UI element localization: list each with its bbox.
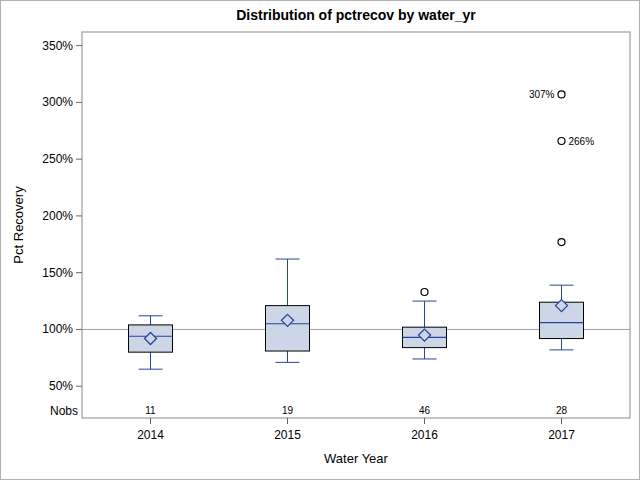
outlier <box>558 239 565 246</box>
y-tick <box>76 215 82 216</box>
outlier-label: 307% <box>529 89 555 100</box>
y-tick <box>76 329 82 330</box>
median <box>540 322 584 323</box>
plot-frame <box>82 32 630 418</box>
nobs-value: 28 <box>556 405 568 416</box>
whisker-low-cap <box>550 349 574 350</box>
whisker-high-cap <box>550 285 574 286</box>
nobs-value: 46 <box>419 405 431 416</box>
y-tick <box>76 272 82 273</box>
y-tick-label: 100% <box>42 322 73 336</box>
x-tick-label: 2015 <box>274 428 301 442</box>
box <box>129 325 173 352</box>
whisker-high-cap <box>413 301 437 302</box>
whisker-low <box>287 351 288 362</box>
whisker-low <box>561 339 562 350</box>
outlier-label: 266% <box>569 136 595 147</box>
background <box>1 1 640 480</box>
y-tick-label: 350% <box>42 39 73 53</box>
outlier <box>421 288 428 295</box>
whisker-high-cap <box>276 259 300 260</box>
y-tick <box>76 102 82 103</box>
whisker-high-cap <box>139 315 163 316</box>
y-tick <box>76 386 82 387</box>
y-label: Pct Recovery <box>11 186 26 264</box>
y-tick <box>76 159 82 160</box>
whisker-low-cap <box>413 358 437 359</box>
x-label: Water Year <box>324 451 389 466</box>
y-tick-label: 200% <box>42 209 73 223</box>
x-tick <box>287 418 288 424</box>
y-tick-label: 50% <box>49 379 73 393</box>
mean <box>282 314 294 326</box>
whisker-high <box>287 259 288 306</box>
outlier <box>558 137 565 144</box>
marks <box>82 91 630 369</box>
mean <box>145 333 157 345</box>
box <box>266 306 310 351</box>
y-tick-label: 300% <box>42 95 73 109</box>
mean <box>419 329 431 341</box>
x-tick-label: 2016 <box>411 428 438 442</box>
outlier-labels: 266% 307% <box>529 89 594 147</box>
x-tick <box>561 418 562 424</box>
outlier <box>558 91 565 98</box>
nobs-label: Nobs <box>50 404 78 418</box>
nobs-value: 19 <box>282 405 294 416</box>
x-tick-label: 2017 <box>548 428 575 442</box>
whisker-high <box>150 316 151 325</box>
x-tick <box>150 418 151 424</box>
whisker-low <box>424 348 425 359</box>
nobs-value: 11 <box>145 405 156 416</box>
y-tick <box>76 45 82 46</box>
mean <box>556 300 568 312</box>
y-tick-label: 250% <box>42 152 73 166</box>
whisker-high <box>424 301 425 327</box>
x-tick-label: 2014 <box>137 428 164 442</box>
whisker-low <box>150 352 151 369</box>
y-tick-label: 150% <box>42 266 73 280</box>
chart: Distribution of pctrecov by water_yr Wate… <box>0 0 640 480</box>
box <box>403 327 447 347</box>
title: Distribution of pctrecov by water_yr <box>236 7 476 23</box>
whisker-low-cap <box>139 369 163 370</box>
x-tick <box>424 418 425 424</box>
whisker-low-cap <box>276 362 300 363</box>
